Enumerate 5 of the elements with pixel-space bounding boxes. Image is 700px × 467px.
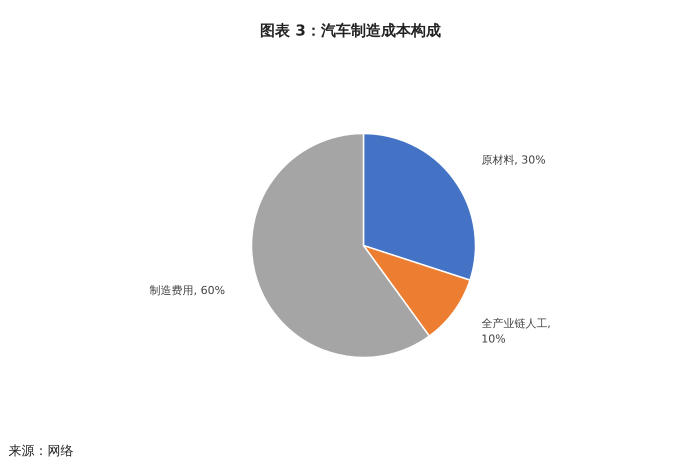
slice-label: 全产业链人工, 10% bbox=[481, 316, 551, 346]
slice-label: 制造费用, 60% bbox=[150, 284, 226, 297]
chart-title: 图表 3：汽车制造成本构成 bbox=[260, 22, 441, 40]
slice-label: 原材料, 30% bbox=[481, 153, 546, 166]
source-note: 来源：网络 bbox=[8, 444, 74, 459]
